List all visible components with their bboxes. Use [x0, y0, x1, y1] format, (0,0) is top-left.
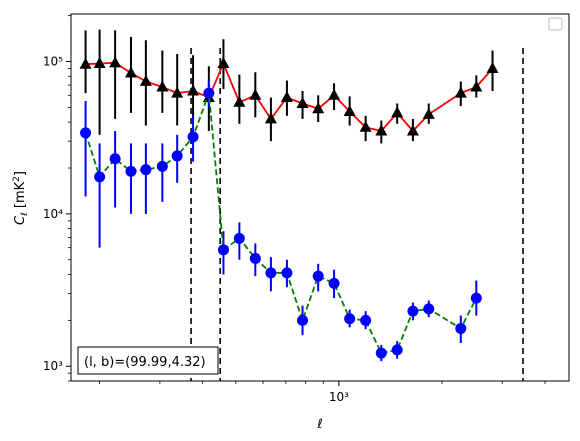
y-tick-label-3: 10⁵ [43, 55, 63, 69]
series-1-point-26 [486, 61, 499, 73]
series-2-point-21 [391, 344, 403, 356]
series-1-point-5 [139, 74, 152, 86]
series-1-point-16 [312, 102, 325, 114]
series-2-point-16 [312, 270, 324, 282]
series-1-point-25 [470, 80, 483, 92]
series-2-point-15 [297, 314, 309, 326]
series-2-point-13 [265, 267, 277, 279]
series-2-line [84, 92, 478, 355]
series-1-point-24 [454, 86, 467, 98]
y-axis-label: Cℓ [mK2] [12, 171, 30, 225]
legend-box [548, 17, 563, 31]
series-1-point-19 [359, 120, 372, 132]
series-2-point-4 [125, 165, 137, 177]
series-1-point-14 [280, 91, 293, 103]
series-1-point-4 [124, 66, 137, 78]
series-1-point-18 [343, 104, 356, 116]
series-1-point-8 [187, 84, 200, 96]
series-2-point-17 [328, 277, 340, 289]
series-2-point-22 [407, 305, 419, 317]
series-2-point-1 [80, 127, 92, 139]
series-2-point-5 [140, 164, 152, 176]
series-1-point-12 [249, 88, 262, 100]
series-1-point-13 [264, 112, 277, 124]
series-1-point-2 [93, 57, 106, 69]
vertical-lines [190, 48, 524, 381]
series-2-point-20 [375, 347, 387, 359]
series-2-point-2 [94, 171, 106, 183]
series-2-point-14 [281, 267, 293, 279]
x-tick-label-1: 10³ [329, 390, 349, 404]
series-2-point-23 [423, 303, 435, 315]
axis-ticks: 10³ 10⁴ 10⁵ 10³ [43, 15, 546, 404]
series-1-point-21 [391, 106, 404, 118]
series-2-point-7 [171, 150, 183, 162]
series-1 [79, 29, 499, 144]
series-1-point-23 [422, 107, 435, 119]
series-2-point-18 [344, 313, 356, 325]
plot-series [79, 29, 499, 362]
y-tick-label-2: 10⁴ [43, 207, 63, 221]
series-1-point-6 [156, 80, 169, 92]
series-1-point-15 [296, 97, 309, 109]
annotation-box: (l, b)=(99.99,4.32) [77, 346, 219, 375]
y-tick-label-1: 10³ [43, 359, 63, 373]
series-2-point-19 [360, 314, 372, 326]
series-2-point-11 [233, 232, 245, 244]
series-2-point-10 [217, 244, 229, 256]
series-1-point-17 [328, 88, 341, 100]
series-2-point-3 [109, 153, 121, 165]
series-1-point-11 [233, 95, 246, 107]
series-1-point-20 [375, 124, 388, 136]
annotation-text: (l, b)=(99.99,4.32) [84, 355, 206, 370]
series-2-point-24 [455, 322, 467, 334]
series-1-point-10 [217, 57, 230, 69]
series-2-point-9 [203, 87, 215, 99]
plot-frame [70, 13, 570, 382]
series-1-point-1 [79, 57, 92, 69]
series-2-point-25 [470, 292, 482, 304]
series-1-point-7 [171, 86, 184, 98]
series-2-point-12 [249, 252, 261, 264]
series-2-point-6 [156, 160, 168, 172]
series-2-point-8 [187, 131, 199, 143]
series-1-point-3 [109, 56, 122, 68]
x-axis-label: ℓ [316, 417, 322, 432]
series-2 [80, 80, 482, 362]
series-1-point-22 [406, 124, 419, 136]
